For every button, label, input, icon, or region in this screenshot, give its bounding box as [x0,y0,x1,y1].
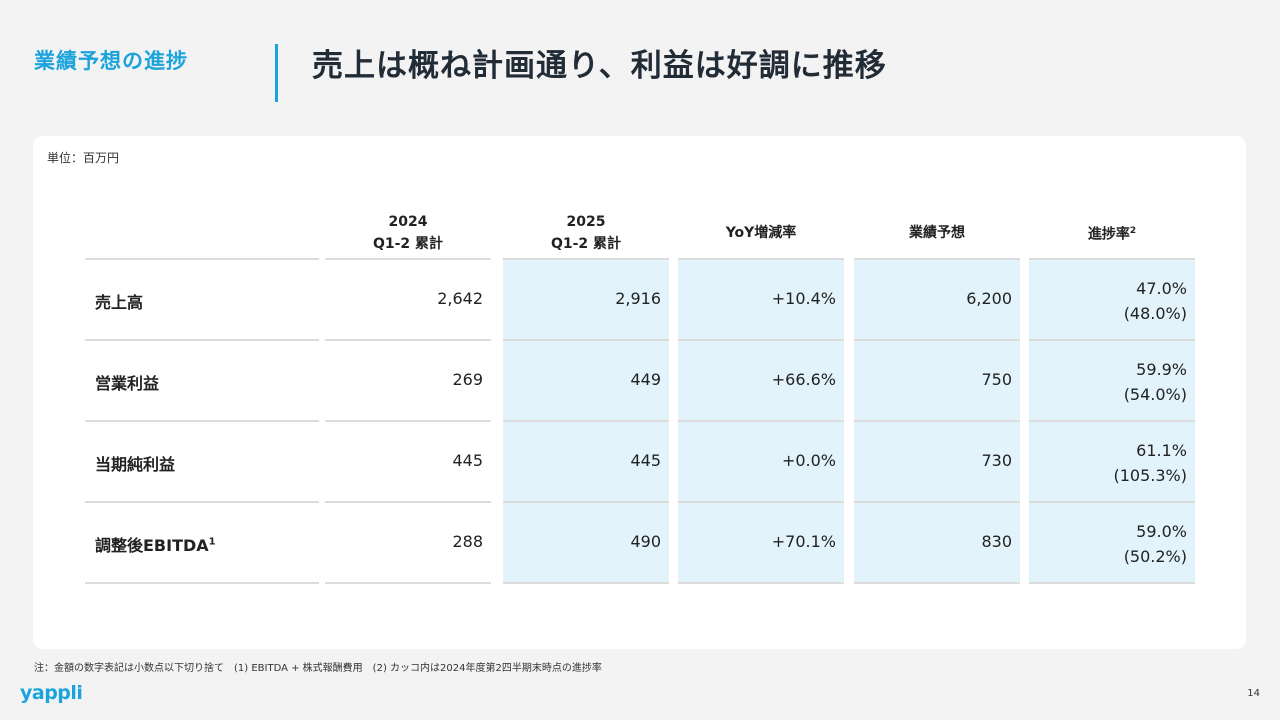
cell-v2024: 445 [452,451,483,470]
cell-v2025: 449 [630,370,661,389]
row-rule [678,582,844,584]
row-rule [678,339,844,341]
cell-yoy: +0.0% [781,451,836,470]
table-top-rule [325,258,491,260]
row-rule [85,501,319,503]
table-top-rule [503,258,669,260]
row-rule [85,582,319,584]
column-header-forecast: 業績予想 [909,225,965,241]
yappli-logo: yappli [20,682,83,704]
cell-progress: 61.1% (105.3%) [1113,441,1188,485]
cell-yoy: +66.6% [771,370,836,389]
cell-progress: 59.9% (54.0%) [1123,360,1187,404]
column-header-progress: 進捗率2 [1087,226,1137,243]
cell-forecast: 830 [981,532,1012,551]
row-rule [854,339,1020,341]
row-rule [1029,420,1195,422]
row-label: 当期純利益 [95,455,176,474]
cell-v2025: 2,916 [615,289,661,308]
row-rule [325,501,491,503]
page-number: 14 [1247,688,1260,699]
section-label: 業績予想の進捗 [34,49,188,73]
row-label: 調整後EBITDA1 [95,536,216,555]
cell-forecast: 730 [981,451,1012,470]
column-header-yoy: YoY増減率 [725,225,797,241]
cell-yoy: +10.4% [771,289,836,308]
cell-yoy: +70.1% [771,532,836,551]
title-divider [275,44,278,102]
row-rule [1029,501,1195,503]
row-rule [503,582,669,584]
row-rule [503,420,669,422]
row-rule [503,501,669,503]
row-rule [325,582,491,584]
row-rule [854,582,1020,584]
row-rule [503,339,669,341]
cell-v2024: 2,642 [437,289,483,308]
column-header-2025: 2025 Q1-2 累計 [550,214,622,252]
table-top-rule [1029,258,1195,260]
cell-progress: 59.0% (50.2%) [1123,522,1187,566]
row-rule [325,339,491,341]
page-title: 売上は概ね計画通り、利益は好調に推移 [312,48,887,84]
cell-v2024: 288 [452,532,483,551]
table-card: 単位：百万円 2024 Q1-2 累計 2025 Q1-2 累計 YoY増減率 … [33,136,1246,649]
cell-v2024: 269 [452,370,483,389]
row-rule [854,501,1020,503]
column-header-2024: 2024 Q1-2 累計 [372,214,444,252]
cell-progress: 47.0% (48.0%) [1123,279,1187,323]
cell-forecast: 750 [981,370,1012,389]
table-top-rule [85,258,319,260]
cell-v2025: 490 [630,532,661,551]
row-rule [854,420,1020,422]
cell-forecast: 6,200 [966,289,1012,308]
cell-v2025: 445 [630,451,661,470]
footnote: 注：金額の数字表記は小数点以下切り捨て (1) EBITDA + 株式報酬費用 … [34,663,602,674]
row-rule [678,501,844,503]
unit-label: 単位：百万円 [47,151,120,165]
row-rule [325,420,491,422]
table-top-rule [854,258,1020,260]
row-rule [85,339,319,341]
row-rule [85,420,319,422]
row-label: 売上高 [95,293,144,312]
row-rule [1029,582,1195,584]
table-top-rule [678,258,844,260]
row-rule [678,420,844,422]
row-rule [1029,339,1195,341]
row-label: 営業利益 [95,374,160,393]
